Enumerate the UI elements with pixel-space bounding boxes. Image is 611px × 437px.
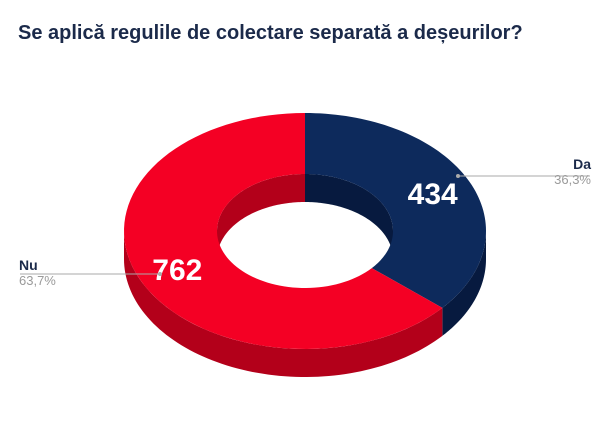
hole-wall-da: [305, 174, 393, 259]
side-wall-da: [442, 231, 486, 336]
slice-nu: [124, 113, 443, 349]
slice-da: [305, 113, 486, 308]
legend-da-label: Da: [573, 156, 591, 172]
hole-wall-nu: [217, 174, 305, 259]
legend-nu-percent: 63,7%: [19, 273, 56, 288]
side-wall-nu: [124, 231, 443, 377]
legend-da: Da 36,3%: [554, 156, 591, 187]
leader-lines: [20, 174, 590, 276]
donut-tops: [124, 113, 486, 349]
legend-da-percent: 36,3%: [554, 172, 591, 187]
donut-value-labels: 434 762: [152, 178, 458, 287]
value-label-da: 434: [408, 178, 458, 211]
legend-nu: Nu 63,7%: [19, 257, 56, 288]
legend-nu-label: Nu: [19, 257, 38, 273]
donut-sides: [124, 231, 486, 377]
value-label-nu: 762: [152, 254, 202, 287]
chart-title: Se aplică regulile de colectare separată…: [18, 22, 523, 44]
